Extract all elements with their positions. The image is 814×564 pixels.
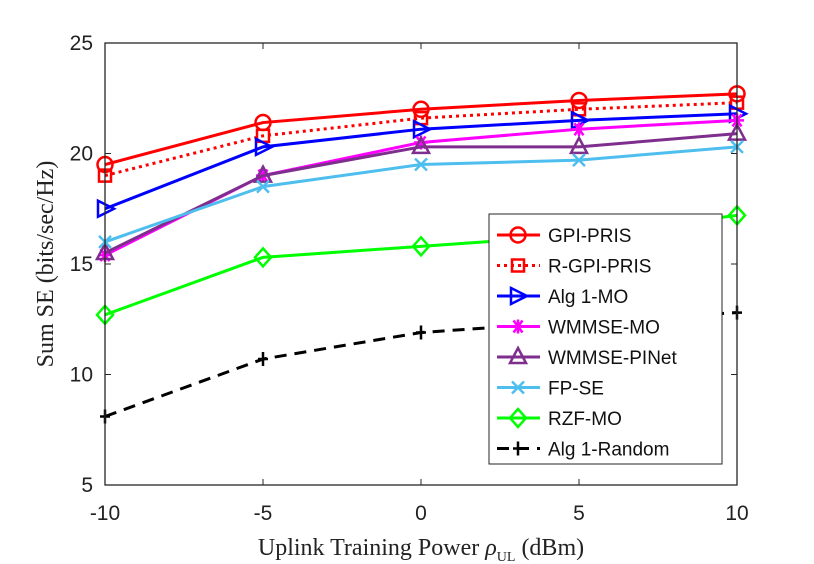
legend-marker-2: [509, 285, 530, 307]
series-6-point-2: [411, 235, 431, 258]
x-axis-label-unit: (dBm): [515, 535, 584, 561]
legend-entry-1: R-GPI-PRIS: [497, 257, 651, 278]
x-axis-label-symbol: ρ: [484, 535, 497, 561]
legend-marker-4: [507, 345, 529, 365]
y-tick-label-1: 10: [70, 364, 93, 387]
series-line-4: [104, 132, 738, 255]
legend-label-2: Alg 1-MO: [548, 287, 628, 308]
legend-label-0: GPI-PRIS: [548, 226, 631, 247]
legend-entry-5: FP-SE: [497, 379, 604, 400]
series-2-point-1: [254, 136, 275, 157]
legend-label-1: R-GPI-PRIS: [548, 257, 651, 278]
series-line-0: [104, 92, 738, 166]
series-2: [96, 103, 749, 219]
series-5-point-3: [572, 153, 586, 168]
series-5-point-2: [414, 157, 428, 172]
legend-entry-6: RZF-MO: [497, 407, 622, 430]
legend-marker-1: [510, 258, 526, 273]
legend-label-4: WMMSE-PINet: [548, 348, 678, 369]
legend-label-3: WMMSE-MO: [548, 318, 660, 339]
series-0-point-3: [570, 91, 588, 110]
y-tick-label-0: 5: [81, 474, 93, 497]
legend-marker-5: [511, 380, 525, 395]
legend-entry-4: WMMSE-PINet: [497, 345, 678, 369]
legend-entry-7: Alg 1-Random: [497, 440, 669, 461]
x-axis-label-subscript: UL: [497, 550, 516, 564]
legend-marker-6: [508, 407, 528, 429]
y-axis-label: Sum SE (bits/sec/Hz): [33, 161, 59, 368]
series-4-point-3: [568, 135, 590, 155]
series-2-point-2: [412, 119, 433, 140]
x-tick-label-1: -5: [254, 502, 273, 525]
legend-label-7: Alg 1-Random: [548, 440, 669, 461]
series-3-point-2: [414, 135, 428, 150]
y-tick-label-4: 25: [70, 32, 93, 55]
series-4: [94, 121, 748, 261]
series-4-point-1: [252, 163, 274, 183]
y-tick-label-2: 15: [70, 253, 93, 276]
series-7-point-1: [258, 352, 268, 367]
series-2-point-0: [96, 198, 117, 219]
legend-entry-0: GPI-PRIS: [497, 226, 631, 247]
series-4-point-2: [410, 135, 432, 155]
legend-marker-3: [511, 319, 525, 334]
series-line-1: [104, 101, 738, 178]
series-5-point-1: [256, 179, 270, 194]
x-tick-label-3: 5: [573, 502, 585, 525]
x-tick-label-2: 0: [415, 502, 427, 525]
legend-label-5: FP-SE: [548, 379, 604, 400]
series-6-point-1: [253, 246, 273, 269]
legend: GPI-PRIS R-GPI-PRIS Alg 1-MO WMMSE-MO WMMSE-…: [488, 213, 723, 465]
legend-marker-0: [509, 226, 527, 244]
series-3-point-3: [572, 122, 586, 137]
ticks-layer: -10 -5 0 5 10 5 10 15 20 25: [70, 32, 749, 525]
legend-marker-7: [513, 441, 523, 456]
legend-entry-3: WMMSE-MO: [497, 318, 660, 339]
x-tick-label-4: 10: [725, 502, 748, 525]
series-line-2: [104, 112, 738, 211]
y-tick-label-3: 20: [70, 143, 93, 166]
legend-entry-2: Alg 1-MO: [497, 285, 628, 308]
series-0-point-2: [412, 100, 430, 119]
x-tick-label-0: -10: [90, 502, 120, 525]
x-axis-label-main: Uplink Training Power: [258, 535, 485, 561]
legend-label-6: RZF-MO: [548, 409, 622, 430]
x-axis-label: Uplink Training Power ρUL (dBm): [258, 535, 584, 564]
legend-box: [488, 213, 723, 465]
series-7-point-2: [416, 325, 426, 340]
